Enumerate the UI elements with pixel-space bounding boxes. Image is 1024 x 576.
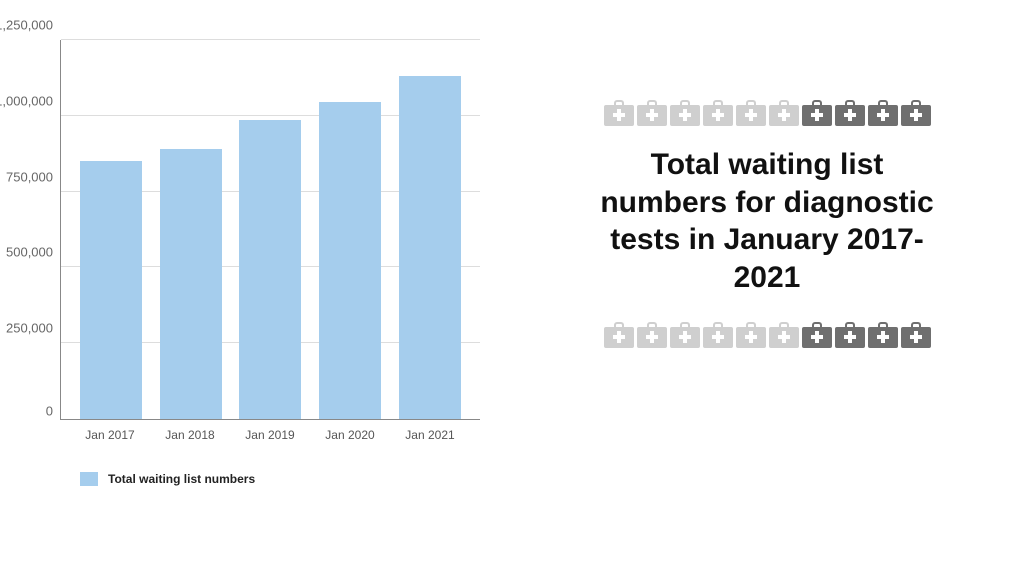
legend: Total waiting list numbers (60, 472, 500, 486)
legend-swatch (80, 472, 98, 486)
medical-bag-icon (736, 100, 766, 126)
medical-bag-icon (769, 322, 799, 348)
bar (160, 149, 222, 419)
bar (399, 76, 461, 419)
ytick-label: 250,000 (6, 321, 61, 336)
xtick-label: Jan 2020 (319, 428, 381, 442)
bar (319, 102, 381, 419)
xlabels-row: Jan 2017 Jan 2018 Jan 2019 Jan 2020 Jan 2021 (60, 420, 480, 442)
medical-bag-icon (769, 100, 799, 126)
medical-bag-icon (604, 322, 634, 348)
medical-bag-icon (868, 322, 898, 348)
bars-container (61, 40, 480, 419)
text-panel: Total waiting list numbers for diagnosti… (520, 0, 1024, 576)
medical-bag-icon (835, 322, 865, 348)
xtick-label: Jan 2021 (399, 428, 461, 442)
medical-bag-icon (637, 322, 667, 348)
medical-bag-icon (868, 100, 898, 126)
medical-bag-icon (901, 322, 931, 348)
medical-bag-icon (604, 100, 634, 126)
xtick-label: Jan 2018 (159, 428, 221, 442)
medical-bag-icon (670, 322, 700, 348)
medical-bag-icon (736, 322, 766, 348)
icon-row-bottom (604, 322, 931, 348)
icon-row-top (604, 100, 931, 126)
bar (80, 161, 142, 419)
ytick-label: 500,000 (6, 245, 61, 260)
ytick-label: 1,000,000 (0, 93, 61, 108)
ytick-label: 750,000 (6, 169, 61, 184)
medical-bag-icon (670, 100, 700, 126)
medical-bag-icon (802, 100, 832, 126)
bar (239, 120, 301, 419)
chart-panel: 0 250,000 500,000 750,000 1,000,000 1,25… (0, 0, 520, 576)
medical-bag-icon (901, 100, 931, 126)
medical-bag-icon (802, 322, 832, 348)
bar-chart: 0 250,000 500,000 750,000 1,000,000 1,25… (60, 40, 480, 420)
medical-bag-icon (835, 100, 865, 126)
page-title: Total waiting list numbers for diagnosti… (587, 146, 947, 296)
ytick-label: 0 (46, 404, 61, 419)
legend-label: Total waiting list numbers (108, 472, 255, 486)
medical-bag-icon (637, 100, 667, 126)
xtick-label: Jan 2019 (239, 428, 301, 442)
xtick-label: Jan 2017 (79, 428, 141, 442)
medical-bag-icon (703, 100, 733, 126)
ytick-label: 1,250,000 (0, 18, 61, 33)
medical-bag-icon (703, 322, 733, 348)
